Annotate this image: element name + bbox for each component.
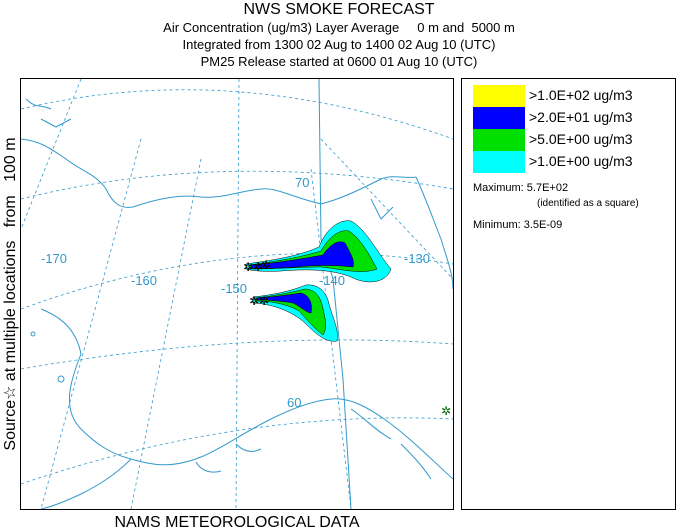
legend-label-2: >2.0E+01 ug/m3	[529, 109, 633, 125]
coastline	[20, 98, 454, 510]
lat-label-70: 70	[295, 175, 309, 190]
source-side-label: Source☆ at multiple locations from 100 m	[0, 78, 20, 510]
fire-sources: ✲✲ ✲ ✲✲ ✲	[243, 258, 451, 418]
diomede-island	[30, 331, 36, 337]
lat-line-70	[20, 170, 454, 200]
lon-line-160	[130, 158, 202, 510]
siberia-coast	[25, 98, 72, 128]
concentration-subtitle: Air Concentration (ug/m3) Layer Average …	[163, 20, 515, 35]
panhandle	[350, 408, 432, 480]
maximum-value: Maximum: 5.7E+02	[473, 182, 569, 194]
aleutian-chain	[40, 458, 132, 510]
north-plume-blue	[250, 241, 354, 269]
integration-period: Integrated from 1300 02 Aug to 1400 02 A…	[182, 37, 496, 52]
concentration-legend: >1.0E+02 ug/m3 >2.0E+01 ug/m3 >5.0E+00 u…	[461, 78, 676, 510]
forecast-title: NWS SMOKE FORECAST	[243, 1, 435, 18]
lat-line-60	[20, 339, 454, 370]
lat-line-55	[20, 417, 454, 485]
lat-label-60: 60	[287, 395, 301, 410]
kodiak-islands	[195, 443, 262, 473]
border-line	[318, 78, 352, 510]
lat-line-65	[20, 252, 454, 310]
source-marker: ✲	[261, 258, 271, 272]
graticule	[20, 78, 454, 510]
source-marker: ✲	[441, 404, 451, 418]
legend-label-4: >1.0E+00 ug/m3	[529, 153, 633, 169]
met-data-footer: NAMS METEOROLOGICAL DATA	[114, 514, 360, 531]
lon-line-170	[40, 138, 142, 510]
bering-gulf-coast	[40, 308, 454, 480]
lon-label-130: -130	[404, 251, 430, 266]
source-marker: ✲✲	[249, 294, 269, 308]
legend-label-1: >1.0E+02 ug/m3	[529, 87, 633, 103]
legend-label-3: >5.0E+00 ug/m3	[529, 131, 633, 147]
legend-swatch-yellow	[473, 85, 525, 107]
source-marker: ✲✲	[243, 260, 263, 274]
lon-line-180	[20, 78, 82, 230]
st-lawrence-island	[57, 375, 65, 383]
legend-swatch-cyan	[473, 151, 525, 173]
canada-arctic-coast	[415, 176, 454, 290]
lon-label-160: -160	[131, 273, 157, 288]
lon-label-140: -140	[319, 273, 345, 288]
legend-swatch-green	[473, 129, 525, 151]
lon-label-150: -150	[221, 281, 247, 296]
legend-swatch-blue	[473, 107, 525, 129]
arctic-coast	[20, 138, 417, 208]
source-label-text: Source☆ at multiple locations from 100 m	[2, 137, 19, 451]
smoke-map: -170 -160 -150 -140 -130 70 60 ✲✲ ✲ ✲✲ ✲	[20, 78, 454, 510]
smoke-plume-south	[252, 284, 338, 342]
smoke-plume-north	[245, 220, 392, 283]
maximum-note: (identified as a square)	[537, 198, 639, 209]
lat-line-80	[20, 89, 454, 140]
lon-line-120	[320, 138, 454, 280]
south-plume-blue	[256, 292, 312, 314]
lon-label-170: -170	[41, 251, 67, 266]
minimum-value: Minimum: 3.5E-09	[473, 219, 563, 231]
release-start: PM25 Release started at 0600 01 Aug 10 (…	[200, 54, 478, 69]
map-canvas: -170 -160 -150 -140 -130 70 60 ✲✲ ✲ ✲✲ ✲	[20, 78, 454, 510]
